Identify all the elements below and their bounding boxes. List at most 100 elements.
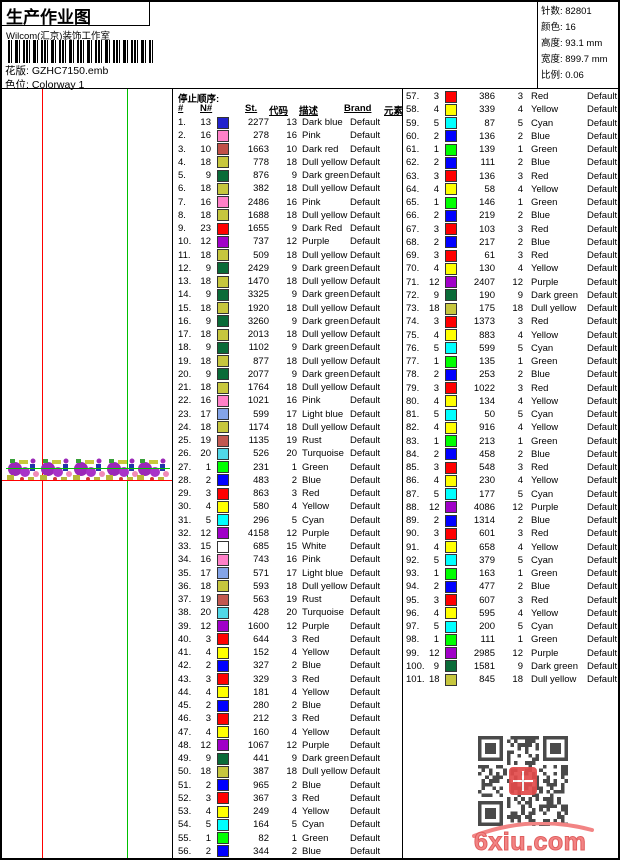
- needle-number: 4: [433, 607, 439, 619]
- stitch-count: 877: [253, 355, 269, 367]
- color-swatch: [217, 739, 229, 752]
- color-swatch: [445, 156, 457, 169]
- table-row: 53. 4 249 4 Yellow Default: [173, 805, 402, 818]
- stitch-count: 163: [479, 568, 495, 580]
- thread-code: 18: [286, 183, 297, 195]
- swatch-cell: [211, 209, 235, 222]
- stop-number: 73.: [406, 303, 420, 315]
- swatch-cell: [211, 474, 235, 487]
- stat-line: 比例: 0.06: [541, 70, 584, 81]
- thread-description: Light blue: [302, 567, 344, 579]
- thread-code: 2: [517, 210, 523, 222]
- swatch-cell: [439, 342, 463, 355]
- thread-brand: Default: [350, 448, 381, 460]
- color-swatch: [217, 659, 229, 672]
- stop-number: 11.: [178, 249, 191, 261]
- thread-code: 5: [517, 342, 523, 354]
- swatch-cell: [211, 447, 235, 460]
- thread-description: Dull yellow: [302, 766, 348, 778]
- thread-description: Dull yellow: [302, 209, 348, 221]
- stop-number: 28.: [178, 474, 192, 486]
- stitch-count: 87: [484, 117, 495, 129]
- stop-number: 36.: [178, 580, 192, 592]
- thread-code: 3: [517, 250, 523, 262]
- color-swatch: [445, 488, 457, 501]
- stitch-count: 190: [479, 289, 495, 301]
- thread-code: 4: [291, 806, 297, 818]
- stop-number: 29.: [178, 488, 192, 500]
- thread-description: Dark green: [302, 342, 349, 354]
- thread-code: 5: [517, 117, 523, 129]
- color-swatch: [217, 222, 229, 235]
- thread-description: Cyan: [531, 409, 554, 421]
- needle-number: 13: [200, 117, 211, 129]
- guide-line-vertical-red: [42, 89, 43, 858]
- thread-brand: Default: [587, 369, 618, 381]
- needle-number: 5: [433, 621, 439, 633]
- needle-number: 18: [200, 156, 211, 168]
- color-swatch: [217, 328, 229, 341]
- thread-code: 2: [517, 581, 523, 593]
- thread-brand: Default: [587, 462, 618, 474]
- guide-line-horizontal-green: [6, 468, 170, 469]
- thread-description: Dark red: [302, 143, 339, 155]
- thread-description: Dull yellow: [302, 302, 348, 314]
- needle-number: 12: [200, 739, 211, 751]
- thread-brand: Default: [587, 475, 618, 487]
- table-row: 100. 9 1581 9 Dark green Default: [403, 660, 618, 673]
- thread-brand: Default: [587, 554, 618, 566]
- thread-description: Rust: [302, 435, 322, 447]
- thread-code: 2: [517, 236, 523, 248]
- needle-number: 12: [200, 527, 211, 539]
- table-row: 25. 19 1135 19 Rust Default: [173, 434, 402, 447]
- thread-brand: Default: [350, 461, 381, 473]
- thread-description: Red: [531, 316, 549, 328]
- stitch-count: 219: [479, 210, 495, 222]
- thread-brand: Default: [350, 832, 381, 844]
- stitch-count: 329: [253, 673, 269, 685]
- thread-code: 1: [517, 144, 523, 156]
- thread-description: Dark green: [302, 368, 349, 380]
- stitch-count: 607: [479, 594, 495, 606]
- swatch-cell: [211, 143, 235, 156]
- thread-brand: Default: [350, 249, 381, 261]
- thread-code: 2: [291, 474, 297, 486]
- swatch-cell: [211, 752, 235, 765]
- stop-number: 7.: [178, 196, 186, 208]
- needle-number: 4: [205, 501, 211, 513]
- thread-brand: Default: [350, 554, 381, 566]
- table-row: 21. 18 1764 18 Dull yellow Default: [173, 381, 402, 394]
- thread-code: 18: [286, 302, 297, 314]
- table-row: 29. 3 863 3 Red Default: [173, 487, 402, 500]
- thread-brand: Default: [587, 157, 618, 169]
- thread-description: Yellow: [531, 475, 559, 487]
- needle-number: 5: [433, 488, 439, 500]
- color-swatch: [217, 514, 229, 527]
- stitch-count: 1764: [247, 382, 269, 394]
- thread-description: Dark green: [531, 289, 578, 301]
- color-swatch: [445, 355, 457, 368]
- swatch-cell: [211, 792, 235, 805]
- stop-number: 17.: [178, 329, 192, 341]
- table-row: 35. 17 571 17 Light blue Default: [173, 567, 402, 580]
- table-row: 22. 16 1021 16 Pink Default: [173, 394, 402, 407]
- table-row: 4. 18 778 18 Dull yellow Default: [173, 156, 402, 169]
- color-swatch: [217, 646, 229, 659]
- watermark-text: 6xiu.com: [473, 828, 587, 857]
- thread-brand: Default: [350, 819, 381, 831]
- thread-description: Dark green: [302, 170, 349, 182]
- thread-description: Yellow: [531, 183, 559, 195]
- needle-number: 1: [205, 832, 211, 844]
- thread-code: 12: [286, 620, 297, 632]
- needle-number: 4: [433, 263, 439, 275]
- stop-number: 82.: [406, 422, 420, 434]
- thread-description: Cyan: [302, 514, 325, 526]
- thread-brand: Default: [587, 501, 618, 513]
- needle-number: 9: [205, 262, 211, 274]
- needle-number: 4: [433, 475, 439, 487]
- stitch-count: 175: [479, 303, 495, 315]
- stitch-count: 428: [253, 607, 269, 619]
- color-swatch: [217, 712, 229, 725]
- table-row: 76. 5 599 5 Cyan Default: [403, 342, 618, 355]
- thread-code: 3: [517, 91, 523, 103]
